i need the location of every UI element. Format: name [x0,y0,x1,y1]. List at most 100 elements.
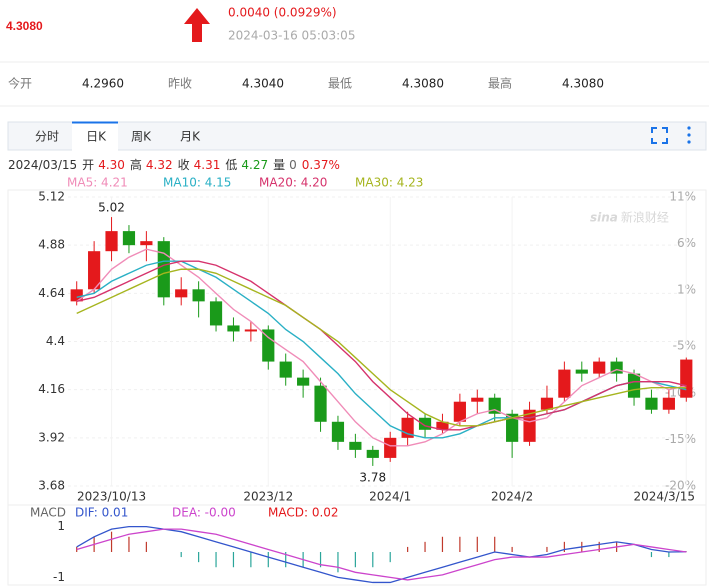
candle-body [122,231,136,246]
info-label: 开 [82,158,94,172]
macd-legend: DIF: 0.01 [75,506,128,520]
info-label: 高 [130,157,142,172]
info-value: 4.30 [98,158,125,172]
info-label: 低 [225,158,237,172]
candle-body [70,289,83,302]
macd-legend: DEA: -0.00 [172,506,236,520]
chart-frame [7,189,707,586]
y-tick-label: 4.88 [38,238,65,252]
y-tick-label: 3.68 [38,479,65,493]
info-value: 4.27 [241,158,268,172]
quote-value: 4.3080 [562,77,604,91]
y-tick-label: 4.64 [38,286,65,300]
quote-label: 最高 [488,76,512,91]
info-change: 0.37% [302,158,340,172]
watermark-text: 新浪财经 [621,210,669,225]
candle-body [506,413,519,442]
candle-body [88,251,101,290]
candle-body [575,369,588,374]
watermark-logo: sina [590,211,618,225]
candle-body [680,359,693,398]
quote-label: 今开 [8,76,32,91]
price-change: 0.0040 (0.0929%) [228,6,337,20]
candle-body [192,289,205,302]
y-tick-label: 5.12 [38,190,65,204]
ma-legend: MA10: 4.15 [163,176,231,190]
x-tick-label: 2023/10/13 [77,490,146,504]
tab[interactable]: 月K [180,130,201,144]
info-label: 量 [273,158,285,172]
candle-body [418,417,432,430]
ma-line [76,268,687,427]
tab[interactable]: 周K [131,130,152,144]
info-line: 2024/03/15 开 4.30 高 4.32 收 4.31 低 4.27 量 0 0.37% [8,157,340,172]
candle-body [227,325,240,332]
macd-tick-label: 1 [57,519,65,533]
tab[interactable]: 分时 [35,130,59,144]
price: 4.3080 [6,19,43,33]
candle-body [540,397,554,410]
ma-line [76,248,687,447]
y-tick-label: 4.4 [46,334,65,348]
x-tick-label: 2024/3/15 [633,490,695,504]
candle-body [331,421,345,442]
extreme-label: 3.78 [359,470,386,484]
candle-body [157,241,170,298]
candle-body [140,241,153,246]
quote-value: 4.3080 [402,77,444,91]
candle-body [645,397,658,410]
macd-line [76,528,687,581]
quote-label: 最低 [328,77,352,91]
x-tick-label: 2024/1 [369,490,411,504]
candle-body [593,361,606,374]
macd-line [76,525,687,584]
more-icon[interactable] [687,126,691,144]
info-value: 4.32 [146,158,173,172]
fullscreen-icon[interactable] [651,127,668,144]
candle-body [244,329,257,332]
quote-label: 昨收 [168,77,192,91]
y2-tick-label: -5% [673,339,696,353]
tab[interactable]: 日K [86,130,107,144]
y-tick-label: 3.92 [38,430,65,444]
candle-body [297,377,310,386]
candle-body [627,373,641,398]
ma-legend: MA20: 4.20 [259,176,327,190]
candle-body [436,421,449,430]
macd-tick-label: -1 [53,570,65,584]
candle-body [209,301,223,326]
y2-tick-label: 11% [669,190,696,204]
extreme-label: 5.02 [98,201,125,215]
candle-body [453,401,466,422]
macd-legend: MACD: 0.02 [268,506,339,520]
info-label: 收 [178,158,190,172]
candle-body [175,289,188,298]
candle-body [662,397,675,410]
x-tick-label: 2023/12 [243,490,293,504]
timestamp: 2024-03-16 05:03:05 [228,29,355,43]
tab-bar [7,121,707,151]
x-tick-label: 2024/2 [491,490,533,504]
ma-legend: MA5: 4.21 [67,176,128,190]
ma-legend: MA30: 4.23 [355,176,423,190]
candle-body [384,437,397,458]
quote-value: 4.2960 [82,77,124,91]
info-value: 0 [289,158,297,172]
info-date: 2024/03/15 [8,158,77,172]
y2-tick-label: -15% [665,432,696,446]
candle-body [314,385,327,422]
y2-tick-label: -20% [665,479,696,493]
candle-body [471,397,484,402]
candle-body [366,449,379,458]
candle-body [262,329,275,362]
active-tab [72,122,118,151]
info-value: 4.31 [194,158,221,172]
up-arrow [184,8,210,42]
quote-value: 4.3040 [242,77,284,91]
candle-body [558,369,571,398]
y-tick-label: 4.16 [38,382,65,396]
candle-body [279,361,292,378]
candle-body [349,441,362,450]
